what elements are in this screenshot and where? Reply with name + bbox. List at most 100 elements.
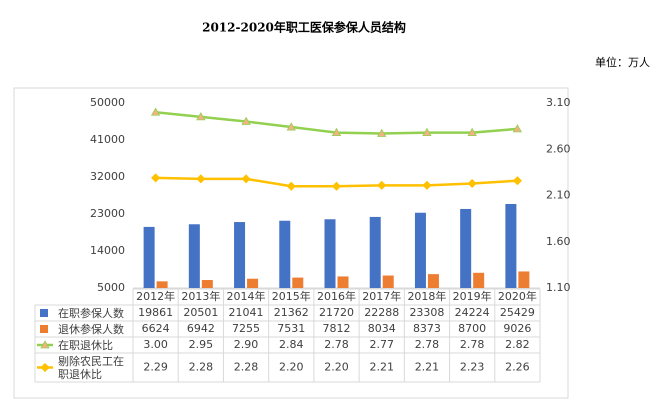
data-label: 2.23	[460, 361, 485, 374]
data-label: 7812	[323, 322, 351, 335]
data-label: 2.95	[189, 338, 214, 351]
data-label: 2.28	[234, 361, 259, 374]
y-tick-label: 41000	[90, 133, 125, 146]
marker	[422, 180, 432, 190]
data-label: 25429	[500, 306, 535, 319]
data-label: 21362	[274, 306, 309, 319]
marker	[241, 116, 251, 125]
y-tick-label: 32000	[90, 170, 125, 183]
data-label: 2.20	[279, 361, 304, 374]
legend-label: 在职退休比	[58, 338, 113, 352]
marker	[377, 128, 387, 137]
bar	[518, 271, 530, 288]
marker	[377, 180, 387, 190]
x-tick-label: 2014年	[227, 289, 266, 303]
marker	[422, 127, 432, 136]
x-tick-label: 2013年	[181, 289, 220, 303]
data-label: 8373	[413, 322, 441, 335]
bar	[382, 275, 394, 288]
marker	[151, 173, 161, 183]
data-label: 2.20	[324, 361, 349, 374]
data-label: 8700	[458, 322, 486, 335]
x-tick-label: 2016年	[317, 289, 356, 303]
data-label: 8034	[368, 322, 396, 335]
legend-label: 在职参保人数	[58, 306, 124, 320]
y2-tick-label: 1.60	[546, 235, 571, 248]
y2-tick-label: 3.10	[546, 96, 571, 109]
bar	[337, 276, 349, 288]
data-label: 20501	[183, 306, 218, 319]
legend-marker	[40, 340, 50, 349]
bar	[143, 226, 155, 288]
x-tick-label: 2020年	[498, 289, 537, 303]
y-tick-label: 23000	[90, 207, 125, 220]
legend-swatch	[40, 309, 48, 317]
marker	[150, 107, 161, 116]
data-label: 23308	[409, 306, 444, 319]
marker	[467, 178, 477, 189]
data-label: 2.28	[189, 361, 214, 374]
bar	[369, 216, 381, 288]
unit-note: 单位：万人	[595, 55, 650, 69]
bar	[156, 281, 168, 288]
data-label: 2.78	[415, 338, 440, 351]
y2-tick-label: 2.10	[546, 189, 571, 202]
marker	[331, 127, 342, 136]
bar	[505, 204, 517, 288]
bar	[460, 208, 472, 288]
data-label: 2.77	[369, 338, 394, 351]
data-label: 7531	[277, 322, 305, 335]
y2-tick-label: 2.60	[546, 142, 571, 155]
data-label: 2.90	[234, 338, 259, 351]
data-label: 2.29	[143, 361, 168, 374]
data-label: 2.84	[279, 338, 304, 351]
x-tick-label: 2019年	[453, 289, 492, 303]
data-label: 6942	[187, 322, 215, 335]
bar	[247, 278, 259, 288]
data-label: 2.78	[324, 338, 349, 351]
y-tick-label: 5000	[97, 281, 125, 294]
bar	[188, 224, 200, 288]
data-label: 22288	[364, 306, 399, 319]
data-label: 7255	[232, 322, 260, 335]
marker	[196, 174, 206, 184]
x-tick-label: 2018年	[407, 289, 446, 303]
x-tick-label: 2012年	[136, 289, 175, 303]
data-label: 19861	[138, 306, 173, 319]
x-tick-label: 2017年	[362, 289, 401, 303]
bar	[201, 280, 213, 288]
data-label: 9026	[503, 322, 531, 335]
bar	[324, 219, 336, 288]
y2-tick-label: 1.10	[546, 281, 571, 294]
bar	[427, 274, 439, 288]
marker	[196, 112, 206, 121]
chart-frame	[13, 87, 569, 399]
legend-marker	[40, 362, 50, 373]
legend-label: 退休参保人数	[58, 322, 124, 336]
data-label: 21720	[319, 306, 354, 319]
y-tick-label: 14000	[90, 244, 125, 257]
data-label: 6624	[142, 322, 170, 335]
chart-title: 2012-2020年职工医保参保人员结构	[202, 20, 406, 35]
x-tick-label: 2015年	[272, 289, 311, 303]
marker	[241, 174, 251, 184]
marker	[467, 127, 477, 136]
bar	[473, 272, 485, 288]
y-tick-label: 50000	[90, 96, 125, 109]
marker	[286, 122, 296, 131]
data-label: 2.78	[460, 338, 485, 351]
data-label: 24224	[455, 306, 490, 319]
data-label: 2.21	[369, 361, 394, 374]
bar	[414, 212, 426, 288]
data-label: 2.82	[505, 338, 530, 351]
bar	[279, 220, 291, 288]
data-label: 21041	[229, 306, 264, 319]
data-label: 3.00	[143, 338, 168, 351]
marker	[512, 124, 523, 133]
data-label: 2.26	[505, 361, 530, 374]
legend-swatch	[40, 325, 48, 333]
legend-label: 剔除农民工在职退休比	[58, 354, 124, 381]
bar	[292, 277, 304, 288]
bar	[234, 222, 246, 288]
